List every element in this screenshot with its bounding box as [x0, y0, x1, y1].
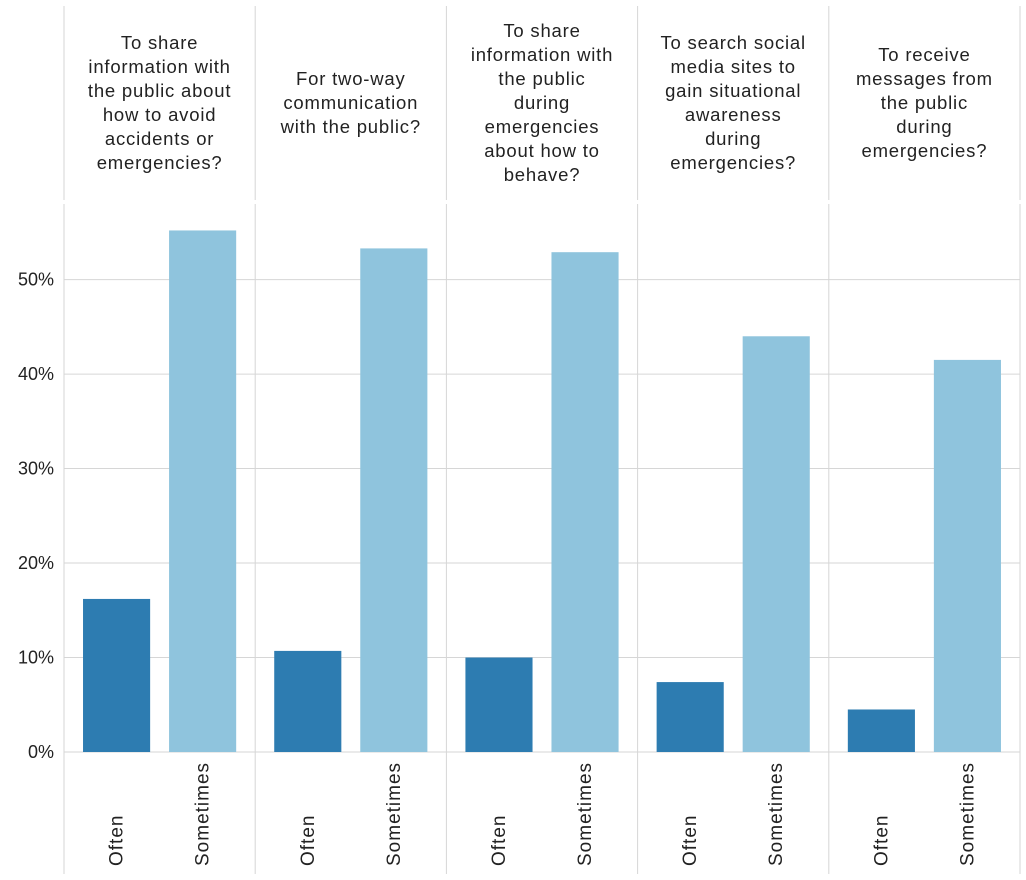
category-label: Often: [298, 815, 319, 866]
category-label: Sometimes: [575, 762, 596, 866]
category-label: Often: [107, 815, 128, 866]
bar-often: [83, 599, 150, 752]
category-label: Often: [871, 815, 892, 866]
panel-title: For two-waycommunicationwith the public?: [280, 68, 421, 137]
category-label: Often: [680, 815, 701, 866]
bar-often: [848, 709, 915, 752]
y-tick-label: 30%: [18, 459, 54, 479]
bar-sometimes: [551, 252, 618, 752]
y-tick-label: 20%: [18, 553, 54, 573]
y-tick-label: 10%: [18, 648, 54, 668]
chart-svg: 0%10%20%30%40%50%To shareinformation wit…: [0, 0, 1026, 880]
y-tick-label: 50%: [18, 270, 54, 290]
y-tick-label: 40%: [18, 364, 54, 384]
category-label: Often: [489, 815, 510, 866]
category-label: Sometimes: [384, 762, 405, 866]
bar-sometimes: [360, 248, 427, 752]
category-label: Sometimes: [957, 762, 978, 866]
category-label: Sometimes: [766, 762, 787, 866]
bar-often: [465, 658, 532, 752]
bar-sometimes: [169, 230, 236, 752]
bar-sometimes: [934, 360, 1001, 752]
bar-sometimes: [743, 336, 810, 752]
bar-often: [657, 682, 724, 752]
chart-container: 0%10%20%30%40%50%To shareinformation wit…: [0, 0, 1026, 880]
bar-often: [274, 651, 341, 752]
category-label: Sometimes: [193, 762, 214, 866]
y-tick-label: 0%: [28, 742, 54, 762]
